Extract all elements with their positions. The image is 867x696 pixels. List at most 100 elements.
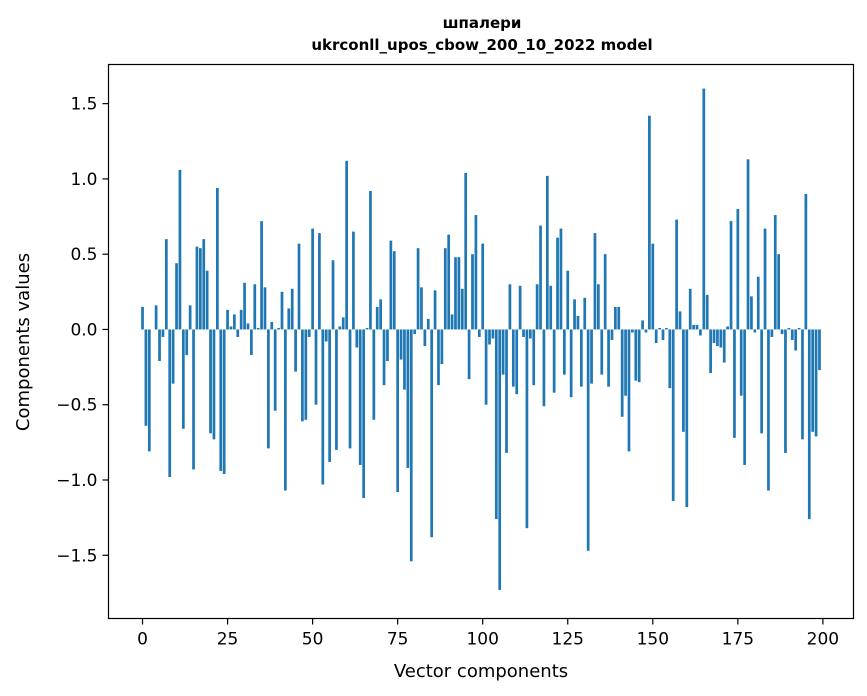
bar-component-79 [409, 329, 413, 562]
bar-component-130 [583, 297, 587, 330]
bar-component-77 [403, 329, 406, 390]
bar-component-38 [270, 321, 274, 330]
bar-component-7 [164, 239, 168, 330]
bar-component-99 [477, 329, 481, 337]
bar-component-161 [688, 288, 692, 330]
bar-component-96 [467, 329, 471, 380]
bar-component-173 [729, 221, 733, 330]
bar-component-65 [362, 329, 365, 499]
bar-component-44 [290, 288, 294, 330]
bar-component-46 [297, 243, 301, 330]
bar-component-109 [511, 329, 515, 387]
bar-component-35 [260, 221, 263, 330]
bar-component-32 [250, 329, 253, 356]
bar-component-27 [233, 314, 236, 330]
bar-component-138 [610, 329, 614, 340]
bar-component-16 [195, 246, 199, 330]
bar-component-89 [443, 248, 447, 330]
bar-component-179 [750, 296, 753, 330]
bar-component-185 [770, 329, 774, 337]
bar-component-145 [634, 329, 638, 381]
chart-subtitle: ukrconll_upos_cbow_200_10_2022 model [311, 36, 652, 54]
bar-component-83 [423, 329, 427, 347]
bar-component-142 [624, 329, 627, 396]
bar-component-155 [668, 329, 672, 389]
bar-component-154 [665, 327, 668, 330]
x-tick-label: 125 [552, 630, 584, 650]
bar-component-158 [678, 311, 682, 330]
bar-component-112 [522, 329, 525, 337]
bar-component-102 [488, 329, 491, 345]
chart-title: шпалери [443, 14, 522, 32]
bar-component-47 [301, 329, 304, 422]
y-tick-label: 1.5 [70, 95, 97, 115]
bar-component-170 [719, 329, 723, 348]
bar-component-192 [794, 329, 798, 351]
bar-component-181 [756, 276, 760, 330]
bar-component-127 [573, 299, 576, 330]
bar-component-137 [607, 329, 610, 387]
bar-component-133 [593, 233, 597, 330]
bar-component-124 [562, 329, 566, 375]
bar-component-54 [324, 329, 328, 342]
x-tick-label: 150 [637, 630, 669, 650]
bar-component-164 [699, 329, 702, 336]
bar-component-199 [818, 329, 821, 371]
bar-component-36 [263, 287, 267, 330]
bar-component-71 [382, 329, 386, 386]
bar-component-74 [392, 251, 396, 330]
bar-component-139 [614, 306, 617, 330]
bar-component-14 [188, 305, 192, 330]
x-tick-label: 0 [137, 630, 148, 650]
bar-component-136 [603, 254, 607, 330]
bar-component-72 [386, 329, 389, 362]
bar-component-165 [702, 88, 706, 330]
bar-component-67 [369, 190, 372, 330]
bar-component-149 [648, 115, 651, 330]
bar-component-82 [420, 287, 423, 330]
bar-component-57 [335, 329, 338, 450]
bar-component-107 [505, 329, 508, 453]
bar-component-33 [253, 284, 257, 330]
bar-component-174 [733, 329, 736, 438]
x-tick-label: 175 [722, 630, 754, 650]
bar-component-49 [307, 329, 311, 337]
bar-component-41 [280, 291, 284, 330]
bar-component-10 [175, 263, 178, 330]
bar-component-191 [790, 329, 794, 340]
bar-component-198 [814, 329, 818, 437]
bar-component-118 [542, 329, 546, 407]
bar-component-128 [576, 315, 580, 330]
x-tick-label: 75 [387, 630, 409, 650]
bar-component-24 [222, 329, 226, 474]
bar-component-69 [375, 306, 379, 330]
bar-component-5 [158, 329, 161, 362]
bar-component-11 [178, 169, 182, 330]
bar-component-37 [267, 329, 270, 449]
bar-component-78 [406, 329, 410, 468]
bar-component-30 [243, 282, 246, 330]
bar-component-31 [246, 323, 250, 330]
bar-component-48 [304, 329, 308, 420]
bar-component-106 [501, 329, 505, 375]
bar-component-91 [450, 314, 454, 330]
bar-component-120 [549, 285, 553, 330]
bar-component-186 [773, 215, 777, 330]
bar-component-97 [471, 254, 474, 330]
bar-component-29 [239, 309, 243, 330]
bar-component-34 [256, 327, 260, 330]
bar-component-134 [597, 284, 600, 330]
bar-component-66 [365, 327, 369, 330]
bar-component-0 [141, 306, 144, 330]
bar-component-175 [736, 209, 740, 330]
bar-component-20 [209, 329, 212, 434]
bar-component-129 [579, 329, 583, 387]
bar-component-93 [457, 257, 461, 330]
bar-component-167 [709, 329, 712, 374]
bar-component-21 [212, 329, 216, 440]
bar-component-157 [675, 219, 678, 330]
bar-component-105 [498, 329, 502, 590]
bar-component-55 [328, 329, 331, 462]
bar-component-171 [722, 329, 726, 363]
